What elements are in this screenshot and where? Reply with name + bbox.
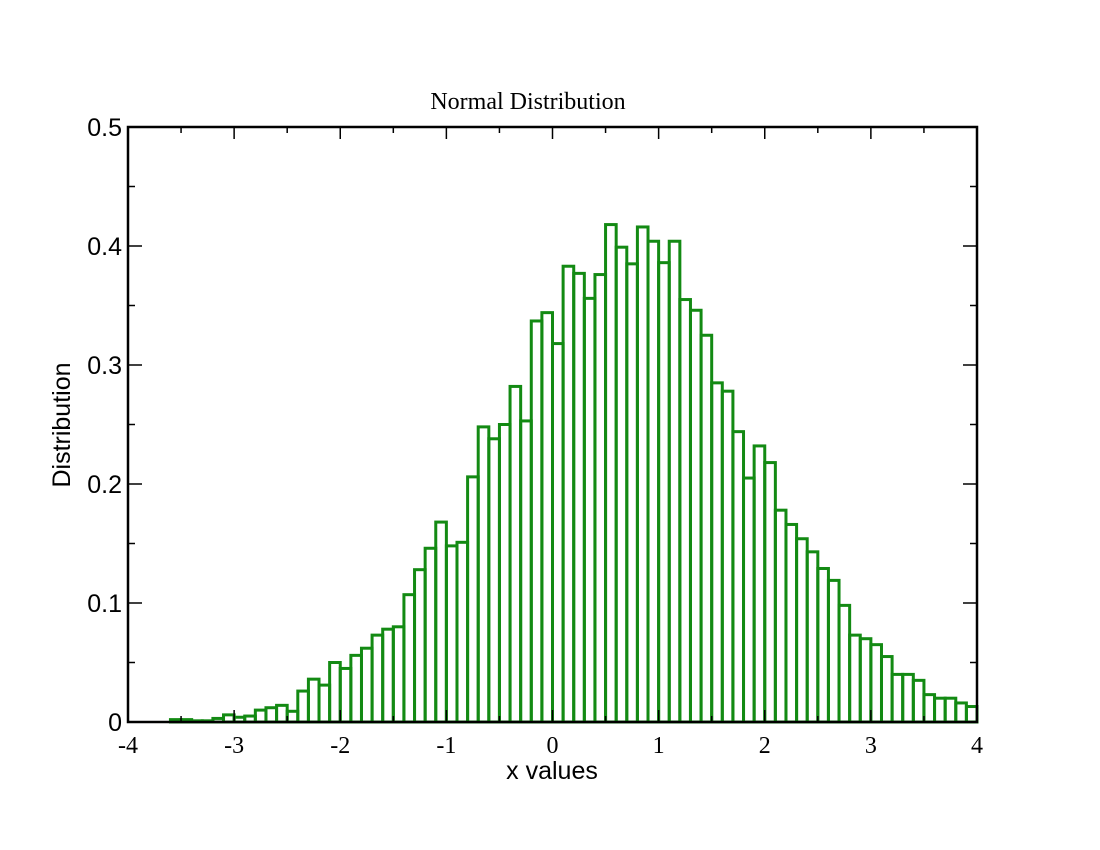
histogram-bar bbox=[381, 627, 395, 724]
chart-title: Normal Distribution bbox=[430, 89, 625, 115]
histogram-bar bbox=[317, 683, 332, 724]
histogram-bar bbox=[805, 550, 820, 724]
histogram-bar bbox=[370, 633, 385, 724]
tick-labels-group: -4 -3 -2 -1 0 1 2 3 4 0 0.1 0.2 0.3 0.4 0.5 bbox=[87, 114, 983, 759]
histogram-bar bbox=[275, 703, 289, 724]
y-tick-label: 0.1 bbox=[87, 590, 122, 618]
histogram-bar bbox=[848, 633, 862, 724]
histogram-bar bbox=[742, 476, 756, 724]
histogram-bar bbox=[338, 666, 353, 724]
histogram-bar bbox=[720, 389, 735, 724]
histogram-bar bbox=[296, 689, 310, 724]
histogram-bar bbox=[858, 637, 873, 724]
histogram-bar bbox=[752, 444, 767, 724]
histogram-bar bbox=[869, 643, 883, 724]
y-axis-label: Distribution bbox=[48, 362, 76, 487]
histogram-bar bbox=[635, 225, 650, 724]
histogram-bar bbox=[826, 578, 841, 724]
histogram-bar bbox=[646, 239, 661, 724]
histogram-bar bbox=[497, 423, 512, 724]
histogram-bar bbox=[423, 546, 438, 724]
histogram-bar bbox=[519, 419, 533, 724]
histogram-bar bbox=[773, 508, 788, 724]
histogram-bar bbox=[391, 625, 406, 724]
histogram-bar bbox=[349, 653, 363, 724]
x-axis-label: x values bbox=[506, 757, 598, 785]
x-tick-label: -4 bbox=[118, 733, 138, 759]
histogram-bar bbox=[922, 693, 937, 724]
histogram-bar bbox=[657, 261, 671, 724]
histogram-bar bbox=[604, 223, 618, 724]
histogram-bar bbox=[911, 678, 926, 724]
histogram-bar bbox=[306, 677, 321, 724]
histogram-bar bbox=[625, 262, 639, 724]
histogram-bar bbox=[784, 522, 799, 724]
x-tick-label: -2 bbox=[330, 733, 350, 759]
histogram-bar bbox=[264, 706, 279, 724]
histogram-bar bbox=[529, 319, 544, 724]
histogram-bar bbox=[540, 311, 555, 724]
x-tick-label: 3 bbox=[865, 733, 877, 759]
histogram-bar bbox=[593, 273, 608, 724]
histogram-bar bbox=[402, 593, 417, 724]
histogram-bar bbox=[943, 696, 958, 724]
histogram-bar bbox=[890, 672, 905, 724]
histogram-bar bbox=[455, 540, 470, 724]
y-tick-label: 0.5 bbox=[87, 114, 122, 142]
histogram-bar bbox=[688, 308, 703, 724]
histogram-bar bbox=[614, 245, 629, 724]
x-tick-label: 1 bbox=[653, 733, 665, 759]
histogram-bar bbox=[466, 475, 480, 724]
histogram-bar bbox=[359, 646, 374, 724]
histogram-bar bbox=[434, 520, 448, 724]
histogram-bar bbox=[508, 384, 523, 724]
histogram-bar bbox=[879, 655, 894, 724]
x-tick-label: 0 bbox=[547, 733, 559, 759]
histogram-bar bbox=[901, 672, 915, 724]
x-tick-label: -3 bbox=[224, 733, 244, 759]
histogram-bar bbox=[328, 661, 342, 724]
histogram-bar bbox=[964, 705, 979, 724]
histogram-bar bbox=[731, 430, 746, 724]
histogram-bar bbox=[561, 264, 576, 724]
y-tick-label: 0.2 bbox=[87, 471, 122, 499]
histogram-bar bbox=[710, 381, 724, 724]
histogram-bar bbox=[487, 437, 501, 724]
histogram-bar bbox=[444, 544, 459, 724]
histogram-bar bbox=[582, 296, 597, 724]
histogram-bar bbox=[954, 701, 968, 724]
histogram-bar bbox=[476, 425, 491, 724]
histogram-bar bbox=[678, 298, 692, 724]
histogram-bar bbox=[795, 537, 809, 724]
histogram-bar bbox=[413, 568, 427, 724]
bars-group bbox=[168, 223, 979, 724]
histogram-bar bbox=[285, 709, 300, 724]
histogram-bar bbox=[763, 461, 777, 724]
y-tick-label: 0.3 bbox=[87, 352, 122, 380]
y-tick-label: 0 bbox=[108, 709, 122, 737]
histogram-bar bbox=[837, 603, 852, 724]
plot-frame bbox=[126, 125, 979, 724]
histogram-bar bbox=[933, 696, 947, 724]
histogram-bar bbox=[816, 566, 830, 724]
x-tick-label: -1 bbox=[436, 733, 456, 759]
histogram-bar bbox=[551, 342, 565, 724]
histogram-bar bbox=[699, 333, 714, 724]
histogram-bar bbox=[667, 239, 682, 724]
x-tick-label: 4 bbox=[971, 733, 983, 759]
y-tick-label: 0.4 bbox=[87, 233, 122, 261]
histogram-bar bbox=[253, 708, 268, 724]
histogram-bar bbox=[572, 271, 586, 724]
x-tick-label: 2 bbox=[759, 733, 771, 759]
